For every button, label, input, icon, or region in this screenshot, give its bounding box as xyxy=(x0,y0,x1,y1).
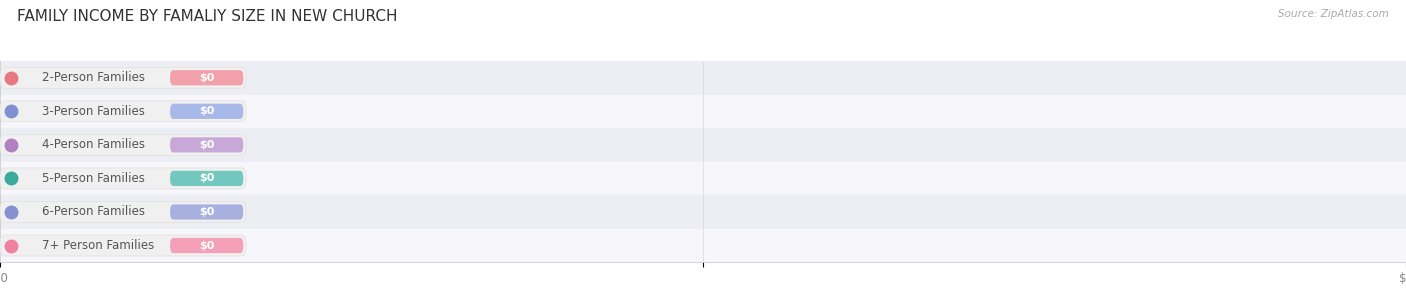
Text: $0: $0 xyxy=(200,174,214,183)
Text: $0: $0 xyxy=(200,73,214,83)
FancyBboxPatch shape xyxy=(170,104,243,119)
Bar xyxy=(0,95,1406,128)
Text: $0: $0 xyxy=(200,106,214,116)
Text: Source: ZipAtlas.com: Source: ZipAtlas.com xyxy=(1278,9,1389,19)
FancyBboxPatch shape xyxy=(0,135,246,155)
Bar xyxy=(0,162,1406,195)
FancyBboxPatch shape xyxy=(0,67,246,88)
FancyBboxPatch shape xyxy=(0,235,246,256)
FancyBboxPatch shape xyxy=(170,137,243,152)
Text: $0: $0 xyxy=(200,140,214,150)
FancyBboxPatch shape xyxy=(170,204,243,220)
Text: 4-Person Families: 4-Person Families xyxy=(42,138,145,151)
Text: 2-Person Families: 2-Person Families xyxy=(42,71,145,84)
Text: 6-Person Families: 6-Person Families xyxy=(42,206,145,218)
FancyBboxPatch shape xyxy=(0,202,246,222)
FancyBboxPatch shape xyxy=(170,238,243,253)
Text: 3-Person Families: 3-Person Families xyxy=(42,105,145,118)
Bar xyxy=(0,128,1406,162)
Bar xyxy=(0,229,1406,262)
Text: FAMILY INCOME BY FAMALIY SIZE IN NEW CHURCH: FAMILY INCOME BY FAMALIY SIZE IN NEW CHU… xyxy=(17,9,398,24)
Text: $0: $0 xyxy=(200,241,214,250)
Text: 7+ Person Families: 7+ Person Families xyxy=(42,239,155,252)
FancyBboxPatch shape xyxy=(170,70,243,85)
Text: 5-Person Families: 5-Person Families xyxy=(42,172,145,185)
Bar xyxy=(0,61,1406,95)
FancyBboxPatch shape xyxy=(0,168,246,189)
FancyBboxPatch shape xyxy=(0,101,246,122)
FancyBboxPatch shape xyxy=(170,171,243,186)
Bar xyxy=(0,195,1406,229)
Text: $0: $0 xyxy=(200,207,214,217)
